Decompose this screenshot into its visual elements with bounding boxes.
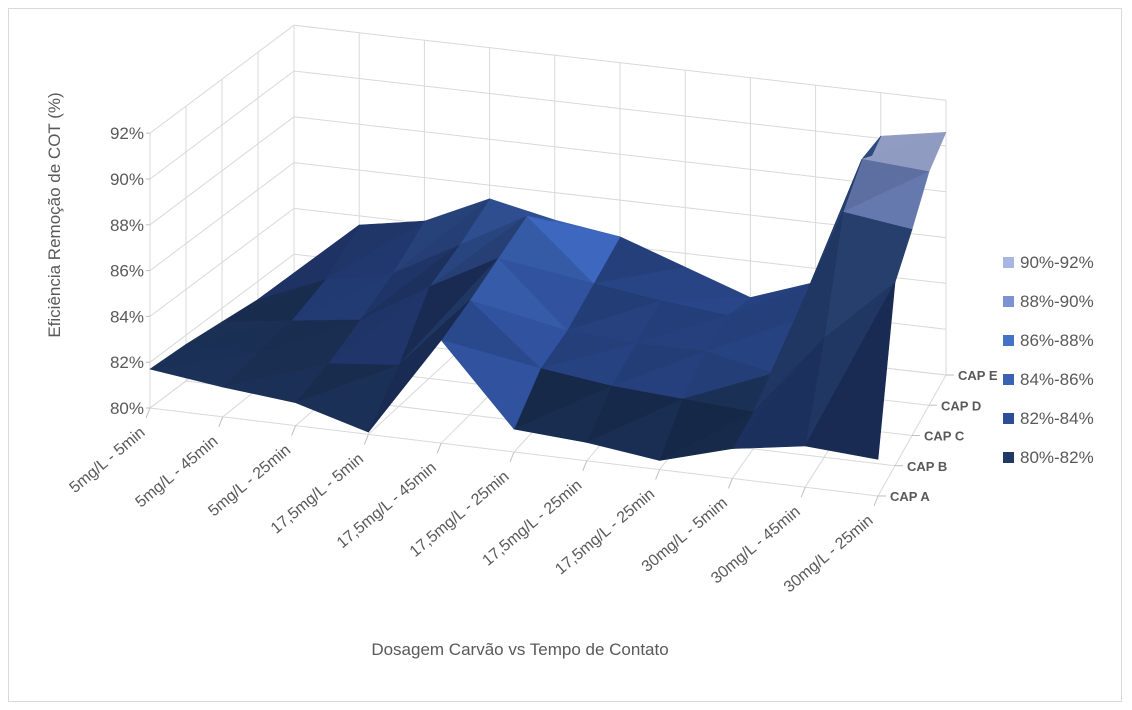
legend-swatch: [1003, 296, 1014, 307]
surface-facet: [804, 282, 896, 460]
legend-swatch: [1003, 335, 1014, 346]
surface-facet: [513, 385, 612, 443]
wall-gridline: [149, 70, 947, 180]
x-axis-title: Dosagem Carvão vs Tempo de Contato: [371, 640, 668, 659]
surface-facet: [149, 352, 258, 388]
z-tick-label: 88%: [110, 216, 144, 235]
depth-axis-ticks: CAP A CAP B CAP C CAP D CAP E: [878, 368, 998, 504]
x-tick-mark: [509, 451, 515, 463]
depth-tick-label: CAP E: [958, 368, 998, 383]
z-tick-label: 80%: [110, 399, 144, 418]
z-tick-label: 90%: [110, 170, 144, 189]
x-tick-label: 5mg/L - 25min: [205, 442, 294, 520]
legend-swatch: [1003, 257, 1014, 268]
wall-gridline: [149, 24, 947, 134]
x-tick-mark: [800, 487, 806, 498]
legend-label: 88%-90%: [1020, 292, 1094, 311]
surface-facet: [586, 398, 683, 461]
depth-tick-label: CAP D: [941, 398, 981, 413]
depth-tick-label: CAP B: [907, 459, 947, 474]
surface-facet: [732, 337, 825, 449]
z-tick-label: 86%: [110, 262, 144, 281]
legend-label: 86%-88%: [1020, 331, 1094, 350]
z-tick-label: 92%: [110, 124, 144, 143]
depth-tick-label: CAP A: [890, 489, 930, 504]
x-tick-mark: [363, 434, 369, 445]
legend-label: 80%-82%: [1020, 448, 1094, 467]
surface-facet: [295, 364, 400, 433]
legend-swatch: [1003, 413, 1014, 424]
x-tick-label: 5mg/L - 45min: [133, 433, 222, 511]
surface-plot: [149, 131, 947, 461]
z-tick-label: 82%: [110, 353, 144, 372]
legend-label: 82%-84%: [1020, 409, 1094, 428]
x-tick-mark: [436, 443, 442, 454]
x-tick-mark: [727, 478, 733, 489]
legend-label: 84%-86%: [1020, 370, 1094, 389]
x-tick-mark: [218, 416, 224, 427]
surface-facet: [222, 363, 329, 404]
x-tick-label: 5mg/L - 5min: [67, 424, 149, 497]
x-tick-mark: [145, 407, 151, 419]
x-tick-mark: [291, 425, 297, 436]
wall-gridline: [149, 116, 947, 226]
depth-tick-label: CAP C: [924, 429, 965, 444]
x-tick-mark: [873, 495, 879, 507]
legend-swatch: [1003, 452, 1014, 463]
z-axis-title: Eficiência Remoção de COT (%): [45, 92, 64, 337]
surface-facet: [659, 411, 754, 461]
x-tick-mark: [655, 469, 661, 480]
z-axis-ticks: 80% 82% 84% 86% 88% 90% 92%: [110, 124, 150, 418]
surface-facet: [440, 339, 541, 430]
x-tick-mark: [582, 460, 588, 471]
x-tick-label: 30mg/L - 5mim: [639, 494, 731, 575]
surface-facet: [368, 300, 470, 433]
x-tick-label: 30mg/L - 25min: [781, 512, 877, 596]
legend-swatch: [1003, 374, 1014, 385]
legend: 90%-92% 88%-90% 86%-88% 84%-86% 82%-84% 80%-8…: [1003, 253, 1094, 467]
z-tick-label: 84%: [110, 307, 144, 326]
legend-label: 90%-92%: [1020, 253, 1094, 272]
